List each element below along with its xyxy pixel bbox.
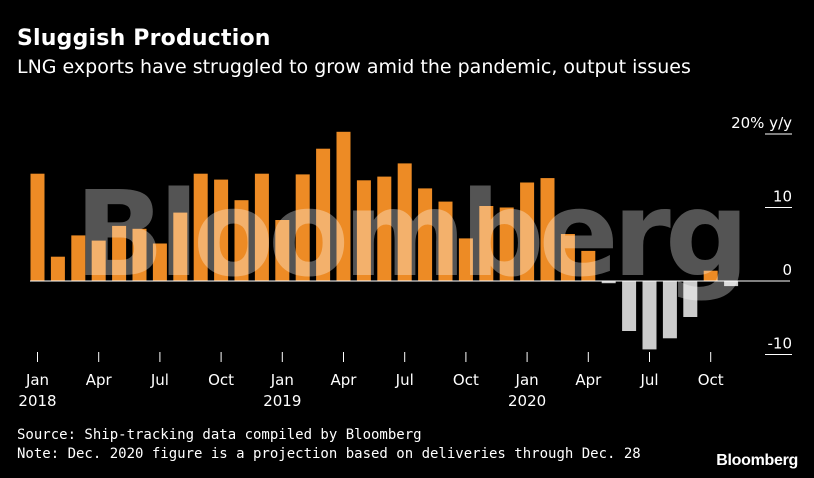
bar-2019-01 bbox=[275, 220, 290, 281]
bar-2020-02 bbox=[540, 178, 555, 281]
bar-2019-08 bbox=[418, 188, 433, 281]
bar-2018-10 bbox=[214, 179, 229, 281]
x-tick-label: Apr bbox=[331, 371, 358, 389]
bar-2018-11 bbox=[234, 200, 249, 281]
bar-2018-05 bbox=[112, 225, 127, 281]
bar-2019-10 bbox=[458, 238, 473, 281]
source-note: Source: Ship-tracking data compiled by B… bbox=[17, 427, 422, 443]
y-tick-label: 20% y/y bbox=[731, 114, 792, 132]
y-tick-label: -10 bbox=[768, 335, 793, 353]
bar-2019-09 bbox=[438, 201, 453, 281]
x-axis: Jan 2018 Apr Jul Oct Jan 2019 Apr Jul Oct Jan 2020 A… bbox=[18, 352, 724, 410]
bloomberg-watermark: Bloomberg bbox=[75, 165, 744, 303]
bar-2018-08 bbox=[173, 212, 188, 281]
bar-2020-06 bbox=[622, 281, 637, 331]
x-tick-label: Jan bbox=[25, 371, 49, 389]
bar-2020-08 bbox=[662, 281, 677, 339]
bar-2020-11 bbox=[724, 281, 739, 287]
bar-2020-10 bbox=[703, 270, 718, 281]
bar-2018-09 bbox=[193, 173, 208, 281]
x-tick-label: Jul bbox=[395, 371, 414, 389]
bloomberg-logo: Bloomberg bbox=[716, 452, 798, 469]
bar-2020-09 bbox=[683, 281, 698, 317]
bars-group bbox=[30, 131, 739, 350]
bar-2018-04 bbox=[91, 240, 106, 281]
bar-2019-05 bbox=[356, 180, 371, 281]
bar-2019-07 bbox=[397, 163, 412, 281]
bar-2020-05 bbox=[601, 281, 616, 284]
bar-2019-12 bbox=[499, 207, 514, 281]
bar-2019-06 bbox=[377, 176, 392, 281]
bar-2019-04 bbox=[336, 131, 351, 281]
bar-2020-01 bbox=[520, 182, 535, 281]
bar-chart: 20% y/y 10 0 -10 Jan 2018 Apr Jul Oct Jan 2019 Apr… bbox=[18, 114, 792, 410]
bar-2018-03 bbox=[71, 235, 86, 281]
bar-2018-12 bbox=[254, 173, 269, 281]
x-tick-label: Jan bbox=[515, 371, 539, 389]
bar-2018-01 bbox=[30, 173, 45, 281]
chart-title: Sluggish Production bbox=[17, 26, 271, 51]
bar-2018-06 bbox=[132, 228, 147, 281]
x-tick-year-label: 2018 bbox=[18, 392, 56, 410]
y-tick-label: 0 bbox=[782, 261, 792, 279]
y-axis: 20% y/y 10 0 -10 bbox=[731, 114, 792, 355]
footnote: Note: Dec. 2020 figure is a projection b… bbox=[17, 446, 641, 462]
bar-2019-02 bbox=[295, 174, 310, 281]
bar-2018-07 bbox=[152, 243, 167, 281]
x-tick-label: Oct bbox=[208, 371, 234, 389]
x-tick-label: Jan bbox=[270, 371, 294, 389]
bar-2019-11 bbox=[479, 206, 494, 281]
x-tick-year-label: 2019 bbox=[263, 392, 301, 410]
x-tick-year-label: 2020 bbox=[508, 392, 546, 410]
bar-2020-07 bbox=[642, 281, 657, 350]
y-tick-label: 10 bbox=[773, 188, 792, 206]
x-tick-label: Apr bbox=[86, 371, 113, 389]
x-tick-label: Apr bbox=[575, 371, 602, 389]
bar-2020-04 bbox=[581, 250, 596, 281]
bar-2020-03 bbox=[560, 234, 575, 281]
x-tick-label: Jul bbox=[639, 371, 658, 389]
x-tick-label: Oct bbox=[698, 371, 724, 389]
x-tick-label: Oct bbox=[453, 371, 479, 389]
x-tick-label: Jul bbox=[150, 371, 169, 389]
chart-subtitle: LNG exports have struggled to grow amid … bbox=[17, 56, 691, 78]
bar-2019-03 bbox=[316, 148, 331, 281]
bar-2018-02 bbox=[50, 256, 65, 281]
